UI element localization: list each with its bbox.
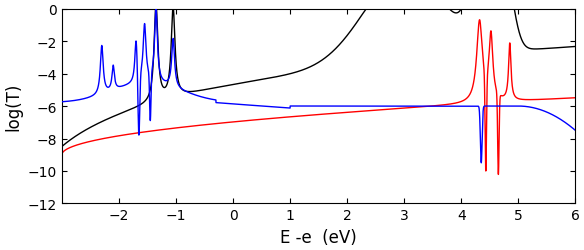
Y-axis label: log(T): log(T) <box>4 82 22 131</box>
X-axis label: E -e  (eV): E -e (eV) <box>280 228 357 246</box>
